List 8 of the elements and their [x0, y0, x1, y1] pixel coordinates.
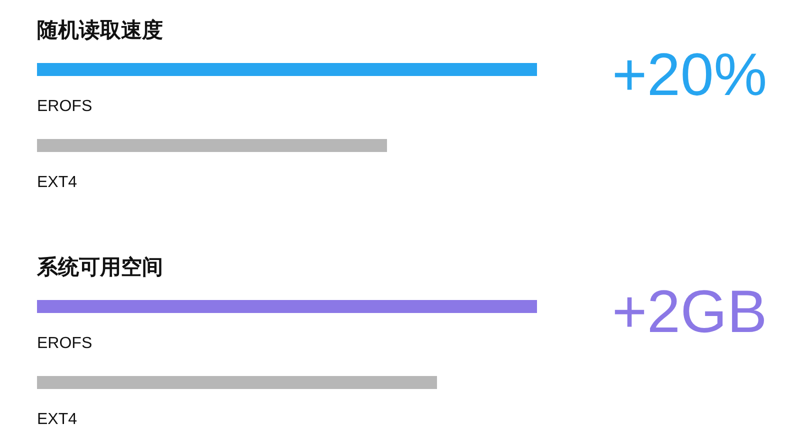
y-tick-label: EXT4	[37, 411, 78, 428]
text: +20%	[612, 41, 768, 108]
text: +2GB	[612, 278, 768, 345]
y-tick-label: EROFS	[37, 335, 92, 352]
y-tick-label: EROFS	[37, 98, 92, 115]
chart-title: 随机读取速度	[37, 18, 163, 42]
y-tick-label: EXT4	[37, 174, 78, 191]
chart-title: 系统可用空间	[36, 255, 163, 279]
